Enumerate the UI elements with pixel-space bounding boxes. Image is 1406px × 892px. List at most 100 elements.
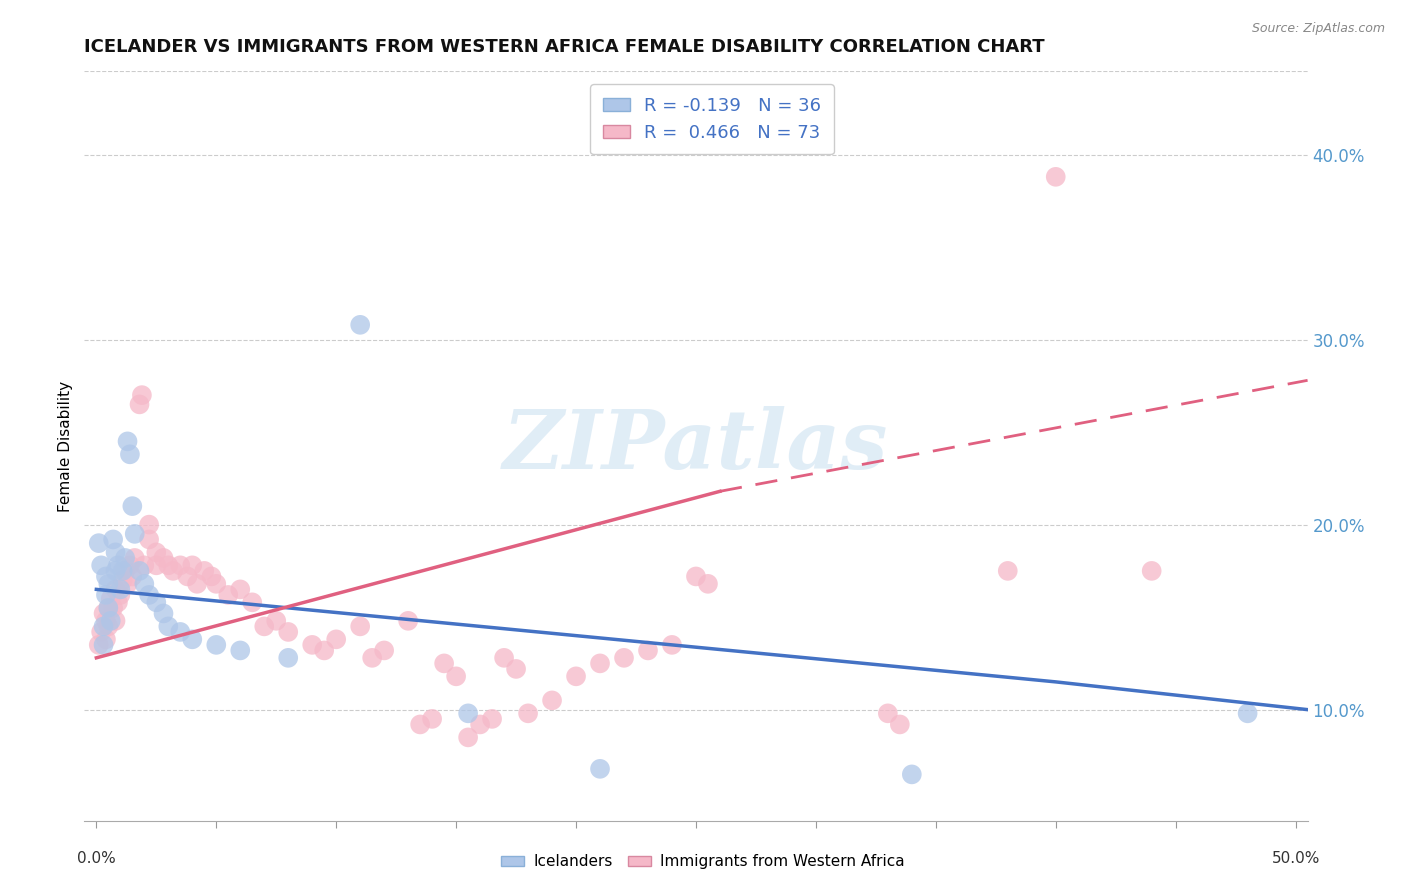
Point <box>997 564 1019 578</box>
Point <box>152 550 174 565</box>
Point <box>121 569 143 583</box>
Point <box>131 388 153 402</box>
Point <box>101 533 124 547</box>
Point <box>110 588 132 602</box>
Text: ICELANDER VS IMMIGRANTS FROM WESTERN AFRICA FEMALE DISABILITY CORRELATION CHART: ICELANDER VS IMMIGRANTS FROM WESTERN AFR… <box>84 38 1045 56</box>
Point <box>457 706 479 721</box>
Text: Source: ZipAtlas.com: Source: ZipAtlas.com <box>1251 22 1385 36</box>
Point <box>124 527 146 541</box>
Point <box>145 558 167 573</box>
Point <box>277 650 299 665</box>
Point <box>169 624 191 639</box>
Point <box>90 558 112 573</box>
Point <box>1045 169 1067 184</box>
Point <box>97 600 120 615</box>
Point <box>157 558 180 573</box>
Point <box>517 706 540 721</box>
Point <box>107 595 129 609</box>
Point <box>134 577 156 591</box>
Point <box>94 632 117 647</box>
Y-axis label: Female Disability: Female Disability <box>58 380 73 512</box>
Point <box>481 712 503 726</box>
Point <box>93 638 115 652</box>
Point <box>205 638 228 652</box>
Point <box>264 614 287 628</box>
Point <box>138 588 160 602</box>
Point <box>301 638 323 652</box>
Point <box>589 762 612 776</box>
Point <box>505 662 527 676</box>
Text: 50.0%: 50.0% <box>1271 851 1320 865</box>
Point <box>349 619 371 633</box>
Point <box>541 693 564 707</box>
Point <box>494 650 516 665</box>
Point <box>117 577 139 591</box>
Point <box>94 588 117 602</box>
Point <box>186 577 208 591</box>
Point <box>101 600 124 615</box>
Point <box>444 669 467 683</box>
Legend: Icelanders, Immigrants from Western Africa: Icelanders, Immigrants from Western Afri… <box>495 848 911 875</box>
Text: ZIPatlas: ZIPatlas <box>503 406 889 486</box>
Legend: R = -0.139   N = 36, R =  0.466   N = 73: R = -0.139 N = 36, R = 0.466 N = 73 <box>591 84 834 154</box>
Point <box>193 564 215 578</box>
Point <box>589 657 612 671</box>
Point <box>229 582 252 597</box>
Point <box>457 731 479 745</box>
Point <box>661 638 683 652</box>
Point <box>104 545 127 559</box>
Point <box>325 632 347 647</box>
Point <box>90 624 112 639</box>
Point <box>124 550 146 565</box>
Point <box>433 657 456 671</box>
Point <box>1236 706 1258 721</box>
Point <box>118 447 141 461</box>
Point <box>114 550 136 565</box>
Point <box>100 591 122 606</box>
Point <box>157 619 180 633</box>
Text: 0.0%: 0.0% <box>77 851 115 865</box>
Point <box>685 569 707 583</box>
Point <box>100 614 122 628</box>
Point <box>87 536 110 550</box>
Point <box>97 600 120 615</box>
Point <box>420 712 443 726</box>
Point <box>145 545 167 559</box>
Point <box>373 643 395 657</box>
Point <box>134 558 156 573</box>
Point <box>152 607 174 621</box>
Point <box>361 650 384 665</box>
Point <box>200 569 222 583</box>
Point <box>229 643 252 657</box>
Point <box>396 614 419 628</box>
Point <box>94 569 117 583</box>
Point <box>169 558 191 573</box>
Point <box>114 564 136 578</box>
Point <box>118 558 141 573</box>
Point <box>128 397 150 411</box>
Point <box>87 638 110 652</box>
Point <box>565 669 588 683</box>
Point <box>876 706 898 721</box>
Point <box>97 577 120 591</box>
Point <box>253 619 276 633</box>
Point <box>93 607 115 621</box>
Point <box>138 533 160 547</box>
Point <box>409 717 432 731</box>
Point <box>889 717 911 731</box>
Point <box>613 650 636 665</box>
Point <box>240 595 263 609</box>
Point <box>107 558 129 573</box>
Point <box>217 588 239 602</box>
Point <box>117 434 139 449</box>
Point <box>314 643 336 657</box>
Point <box>349 318 371 332</box>
Point <box>1140 564 1163 578</box>
Point <box>162 564 184 578</box>
Point <box>110 582 132 597</box>
Point <box>121 499 143 513</box>
Point <box>128 564 150 578</box>
Point <box>277 624 299 639</box>
Point <box>181 632 204 647</box>
Point <box>94 614 117 628</box>
